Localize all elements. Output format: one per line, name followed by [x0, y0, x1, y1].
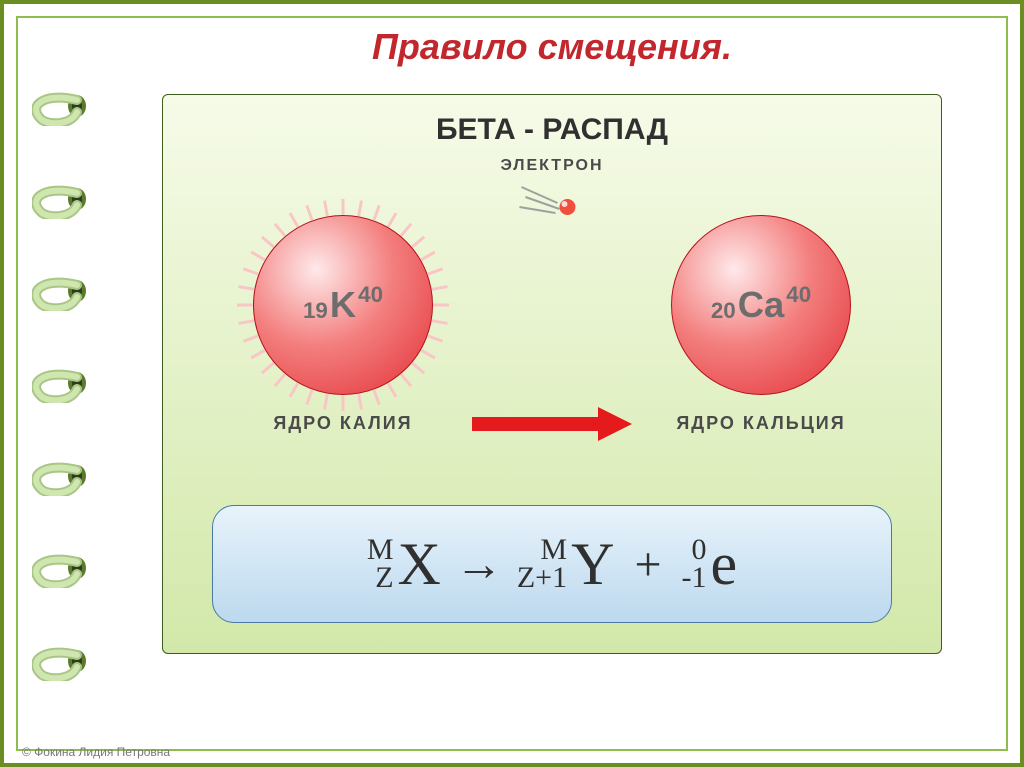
- electron-label: ЭЛЕКТРОН: [500, 157, 603, 175]
- element-symbol: Ca: [738, 284, 785, 326]
- equation-arrow-icon: →: [455, 537, 503, 592]
- slide-title: Правило смещения.: [110, 26, 994, 68]
- mass-post: 40: [358, 282, 383, 308]
- element-symbol: K: [330, 284, 356, 326]
- binding-ring: [32, 86, 92, 126]
- nucleus-caption-right: ЯДРО КАЛЬЦИЯ: [641, 413, 881, 434]
- binding-ring: [32, 179, 92, 219]
- page-area: Правило смещения. БЕТА - РАСПАД ЭЛЕКТРОН…: [110, 26, 994, 737]
- binding-ring: [32, 641, 92, 681]
- sphere-label-right: 20 Ca 40: [671, 215, 851, 395]
- binding-ring: [32, 363, 92, 403]
- mass-pre: 20: [711, 298, 736, 324]
- electron-group: ЭЛЕКТРОН: [500, 157, 603, 221]
- binding-ring: [32, 456, 92, 496]
- equation-capsule: MZX → MZ+1Y+0-1e: [212, 505, 892, 623]
- panel-heading: БЕТА - РАСПАД: [163, 113, 941, 147]
- nucleus-potassium: 19 K 40 ЯДРО КАЛИЯ: [223, 215, 463, 434]
- binding-ring: [32, 271, 92, 311]
- binding-strip: [32, 60, 92, 707]
- sphere-wrap-left: 19 K 40: [253, 215, 433, 395]
- equation-term: MZ+1Y: [517, 530, 615, 599]
- equation-term: 0-1e: [682, 530, 738, 599]
- mass-post: 40: [786, 282, 811, 308]
- sphere-label-left: 19 K 40: [253, 215, 433, 395]
- copyright-text: © Фокина Лидия Петровна: [22, 745, 170, 759]
- equation-plus: +: [628, 537, 667, 592]
- binding-ring: [32, 548, 92, 588]
- diagram-panel: БЕТА - РАСПАД ЭЛЕКТРОН 19 K 40 ЯДРО КАЛИ…: [162, 94, 942, 654]
- equation: MZX → MZ+1Y+0-1e: [367, 530, 737, 599]
- sphere-wrap-right: 20 Ca 40: [671, 215, 851, 395]
- decay-arrow-icon: [472, 405, 632, 443]
- nucleus-caption-left: ЯДРО КАЛИЯ: [223, 413, 463, 434]
- nucleus-calcium: 20 Ca 40 ЯДРО КАЛЬЦИЯ: [641, 215, 881, 434]
- equation-term: MZX: [367, 530, 441, 599]
- nucleus-row: 19 K 40 ЯДРО КАЛИЯ 20 Ca 40 ЯД: [163, 215, 941, 435]
- mass-pre: 19: [303, 298, 328, 324]
